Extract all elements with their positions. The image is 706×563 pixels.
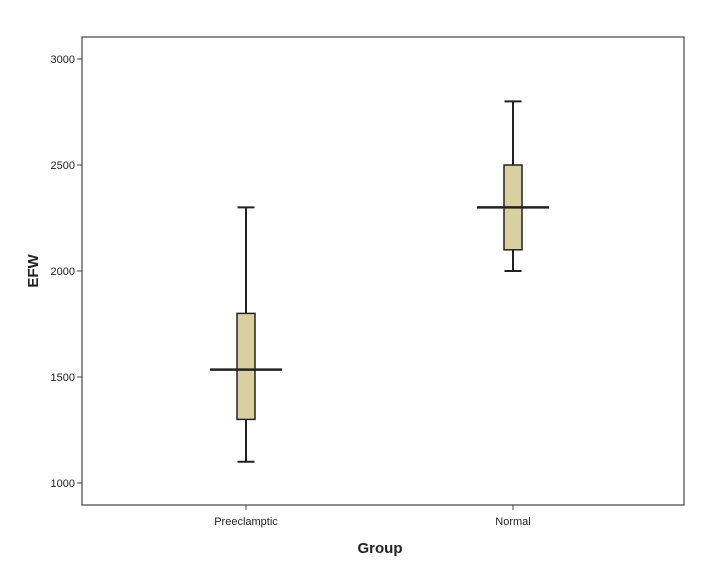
iqr-box: [236, 312, 256, 421]
y-tick-label: 3000: [51, 54, 75, 66]
x-axis: Preeclamptic Normal: [214, 505, 531, 528]
boxes: [210, 100, 549, 463]
plot-frame: [81, 36, 685, 506]
y-axis: 1000 1500 2000 2500 3000: [51, 54, 82, 490]
y-tick-label: 1000: [51, 478, 75, 490]
box-preeclamptic: [210, 206, 282, 463]
x-tick-label: Preeclamptic: [214, 516, 278, 528]
x-axis-title: Group: [358, 540, 403, 557]
x-tick-label: Normal: [495, 516, 530, 528]
y-tick-label: 2000: [51, 266, 75, 278]
box-normal: [477, 100, 549, 272]
y-tick-label: 2500: [51, 160, 75, 172]
y-axis-title: EFW: [25, 253, 42, 287]
y-tick-label: 1500: [51, 372, 75, 384]
